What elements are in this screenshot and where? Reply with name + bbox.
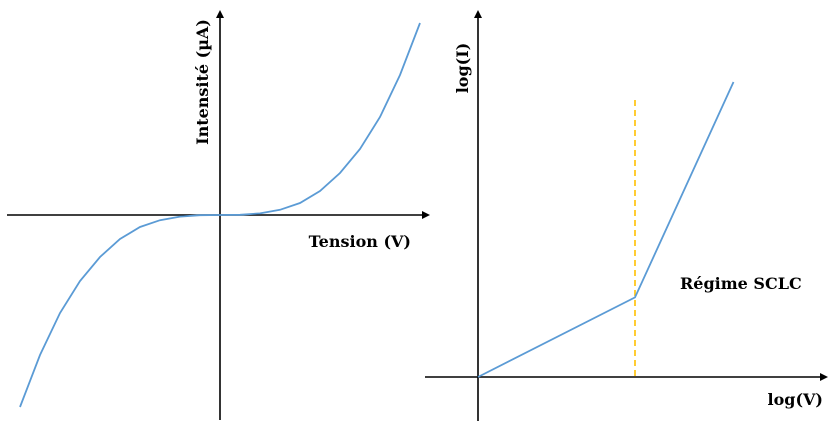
loglog-y-arrow-icon	[474, 10, 482, 18]
iv-x-arrow-icon	[422, 211, 430, 219]
loglog-chart: Régime SCLC log(V) log(I)	[425, 10, 828, 421]
iv-chart: Tension (V) Intensité (µA)	[7, 10, 430, 420]
iv-x-label: Tension (V)	[309, 232, 411, 251]
loglog-series-line	[477, 81, 735, 378]
sclc-annotation: Régime SCLC	[680, 274, 802, 293]
iv-y-arrow-icon	[216, 10, 224, 18]
iv-y-label: Intensité (µA)	[193, 19, 212, 145]
loglog-x-label: log(V)	[768, 390, 824, 409]
loglog-x-arrow-icon	[820, 373, 828, 381]
loglog-y-label: log(I)	[453, 43, 472, 94]
iv-series-line	[19, 22, 421, 408]
